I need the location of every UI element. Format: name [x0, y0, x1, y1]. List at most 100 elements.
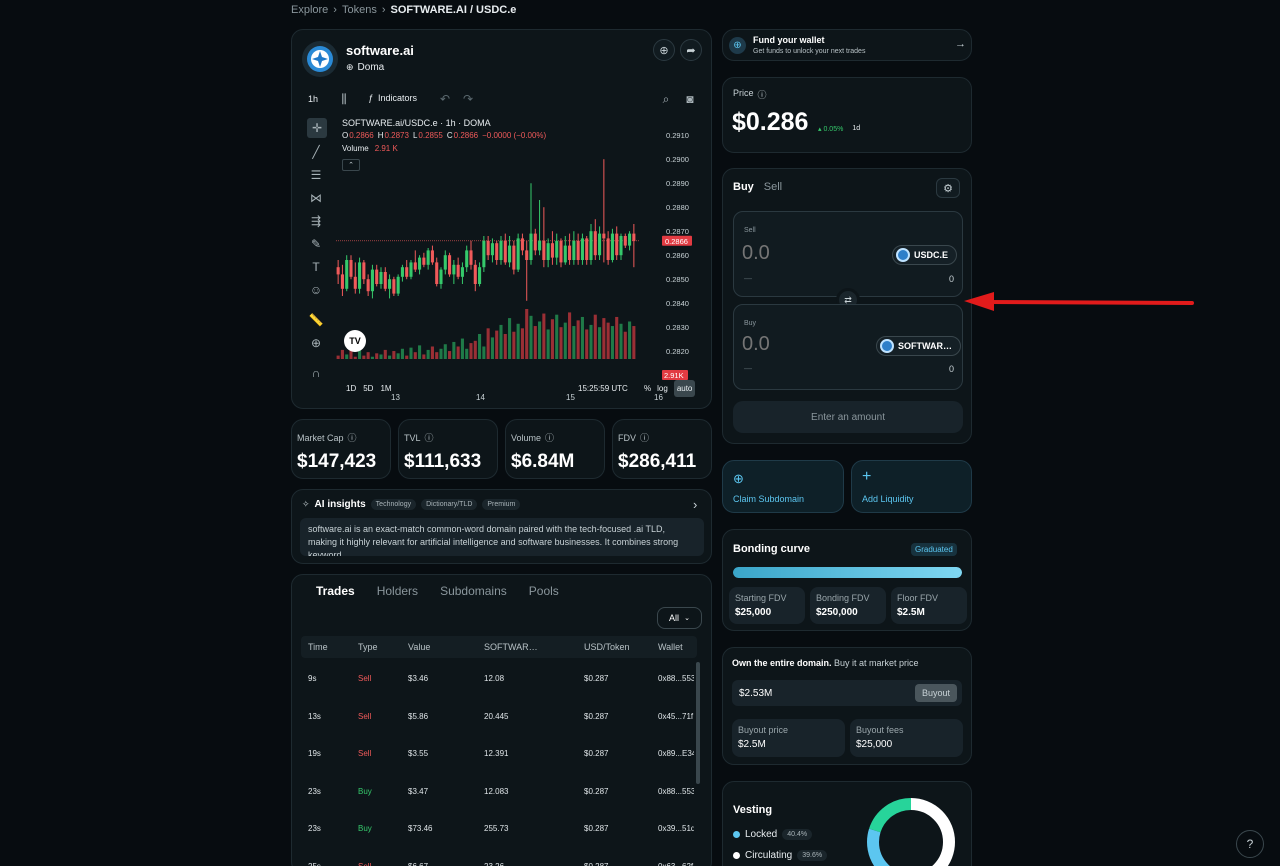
fund-wallet-banner[interactable]: ⊕ Fund your wallet Get funds to unlock y…: [722, 29, 972, 61]
trade-cell-value: $3.47: [408, 786, 429, 796]
range-1d[interactable]: 1D: [346, 384, 357, 393]
function-icon: ƒ: [368, 93, 374, 103]
ai-tag: Premium: [482, 499, 521, 510]
volume-bar: [336, 355, 340, 359]
token-logo-icon: [307, 46, 333, 72]
breadcrumb-tokens[interactable]: Tokens: [341, 4, 377, 16]
candle-body: [555, 240, 559, 258]
trade-cell-wallet[interactable]: 0x89...E34: [658, 749, 694, 758]
buyout-title: Own the entire domain. Buy it at market …: [732, 658, 919, 668]
crosshair-icon[interactable]: ✛: [307, 118, 327, 138]
volume-bar: [499, 324, 503, 359]
chevron-right-icon[interactable]: ›: [693, 497, 698, 512]
plus-icon: +: [862, 468, 872, 485]
trades-filter-select[interactable]: All ⌄: [657, 607, 702, 629]
stat-value: $111,633: [404, 451, 482, 472]
ai-insights-header: ✧ AI insights Technology Dictionary/TLD …: [302, 499, 521, 510]
volume-bar: [495, 330, 499, 359]
claim-subdomain-button[interactable]: ⊕ Claim Subdomain: [722, 460, 844, 513]
indicators-button[interactable]: ƒ Indicators: [368, 93, 417, 103]
sell-token-select[interactable]: USDC.E: [892, 245, 958, 265]
range-5d[interactable]: 5D: [363, 384, 374, 393]
tab-pools[interactable]: Pools: [528, 584, 559, 598]
arrow-right-icon: →: [955, 38, 966, 50]
magic-icon[interactable]: ⌕: [662, 91, 670, 106]
price-chart[interactable]: 0.2910 0.2900 0.2890 0.2880 0.2870 0.2860 0.28…: [336, 116, 706, 406]
brush-icon[interactable]: ✎: [310, 237, 322, 251]
zoom-icon[interactable]: ⊕: [310, 336, 322, 350]
emoji-icon[interactable]: ☺: [309, 283, 323, 297]
trade-cell-wallet[interactable]: 0x88...553: [658, 674, 694, 683]
breadcrumb-explore[interactable]: Explore: [291, 4, 329, 16]
settings-button[interactable]: ⚙: [936, 178, 960, 198]
candle-body: [345, 260, 349, 289]
website-button[interactable]: ⊕: [653, 39, 675, 61]
trade-cell-price: $0.287: [584, 749, 609, 758]
trade-cell-wallet[interactable]: 0x88...553: [658, 786, 694, 796]
undo-icon[interactable]: ↶: [439, 92, 451, 106]
volume-bar: [593, 314, 597, 359]
tab-subdomains[interactable]: Subdomains: [440, 584, 507, 598]
collapse-legend-button[interactable]: ⌃: [342, 159, 360, 171]
buyout-amount-field[interactable]: $2.53M Buyout: [732, 680, 962, 706]
pattern-icon[interactable]: ⋈: [310, 191, 322, 205]
sell-amount-input[interactable]: [742, 242, 862, 265]
redo-icon[interactable]: ↷: [462, 92, 474, 106]
candle-body: [388, 279, 392, 289]
tab-holders[interactable]: Holders: [376, 584, 419, 598]
trade-cell-amount: 23.26: [484, 861, 505, 866]
log-scale-button[interactable]: log: [657, 384, 668, 393]
buyout-button[interactable]: Buyout: [915, 684, 957, 702]
trade-cell-wallet[interactable]: 0x39...51d: [658, 824, 694, 833]
range-1m[interactable]: 1M: [380, 384, 392, 393]
help-button[interactable]: ?: [1236, 830, 1264, 858]
x-tick-label: 14: [476, 393, 485, 402]
sell-balance: 0: [949, 274, 955, 284]
percent-scale-button[interactable]: %: [644, 384, 652, 393]
donut-circulating-segment: [867, 798, 955, 866]
share-button[interactable]: ➦: [680, 39, 702, 61]
swap-tab-buy[interactable]: Buy: [733, 181, 754, 193]
trade-cell-wallet[interactable]: 0x63...62f: [658, 861, 694, 866]
candle-body: [486, 240, 490, 256]
trendline-icon[interactable]: ╱: [312, 145, 320, 159]
trade-cell-value: $73.46: [408, 824, 433, 833]
volume-bar: [572, 326, 576, 359]
buy-token-select[interactable]: SOFTWAR…: [876, 336, 961, 356]
vesting-card: Vesting Locked 40.4% Circulating 39.6%: [722, 781, 972, 866]
trade-cell-time: 9s: [308, 674, 317, 683]
swap-tab-sell[interactable]: Sell: [763, 181, 783, 193]
candle-body: [456, 264, 460, 277]
candle-body: [619, 236, 623, 256]
magnet-icon[interactable]: ∩: [311, 366, 321, 380]
buy-amount-input[interactable]: [742, 333, 862, 356]
candle-body: [448, 255, 452, 275]
buyout-price: Buyout price $2.5M: [732, 719, 845, 757]
candle-body: [508, 245, 512, 263]
prediction-icon[interactable]: ⇶: [310, 214, 322, 228]
trade-cell-wallet[interactable]: 0x45...71f: [658, 711, 694, 721]
trade-cell-price: $0.287: [584, 711, 609, 721]
candle-body: [439, 269, 443, 284]
buyout-title-rest: Buy it at market price: [834, 658, 919, 668]
text-icon[interactable]: T: [312, 260, 320, 274]
ai-insights-card[interactable]: ✧ AI insights Technology Dictionary/TLD …: [291, 489, 712, 564]
y-tick-label: 0.2830: [666, 323, 689, 332]
auto-scale-button[interactable]: auto: [673, 380, 696, 397]
volume-bar: [516, 323, 520, 359]
add-liquidity-button[interactable]: + Add Liquidity: [851, 460, 972, 513]
stat-card-market-cap: Market Cap ⓘ $147,423: [291, 419, 391, 479]
interval-select[interactable]: 1h: [308, 94, 319, 104]
camera-icon[interactable]: ◙: [686, 92, 694, 106]
tab-trades[interactable]: Trades: [316, 584, 355, 598]
volume-bar: [439, 348, 443, 359]
candle-body: [499, 240, 503, 260]
candle-type-icon[interactable]: ⫼: [341, 91, 347, 106]
fib-icon[interactable]: ☰: [310, 168, 322, 182]
ruler-icon[interactable]: 📏: [308, 313, 324, 327]
scrollbar[interactable]: [696, 662, 700, 784]
ohlc-legend: O 0.2866 H 0.2873 L 0.2855 C 0.2866 −0.0000 …: [342, 131, 546, 140]
enter-amount-button[interactable]: Enter an amount: [733, 401, 963, 433]
volume-bar: [396, 353, 400, 359]
swap-arrows-icon: ⇄: [844, 294, 852, 305]
